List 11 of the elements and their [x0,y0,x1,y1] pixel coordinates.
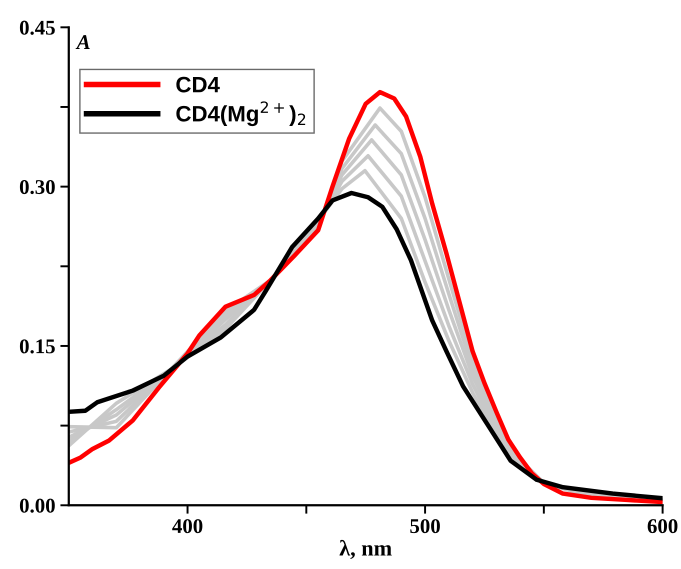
x-tick-label: 400 [172,519,202,534]
y-tick-label: 0.00 [20,498,55,513]
legend-label: CD4 [176,76,220,92]
legend-label: CD4(Mg$^{2+}$)$_{2}$ [176,101,306,126]
x-tick-label: 500 [410,519,440,534]
y-tick-label: 0.45 [20,20,55,35]
x-tick-label: 600 [648,519,678,534]
y-tick-label: 0.30 [20,180,55,194]
y-axis-title: A [76,35,90,49]
y-tick-label: 0.15 [20,339,55,354]
x-axis-title: λ, nm [340,540,392,559]
